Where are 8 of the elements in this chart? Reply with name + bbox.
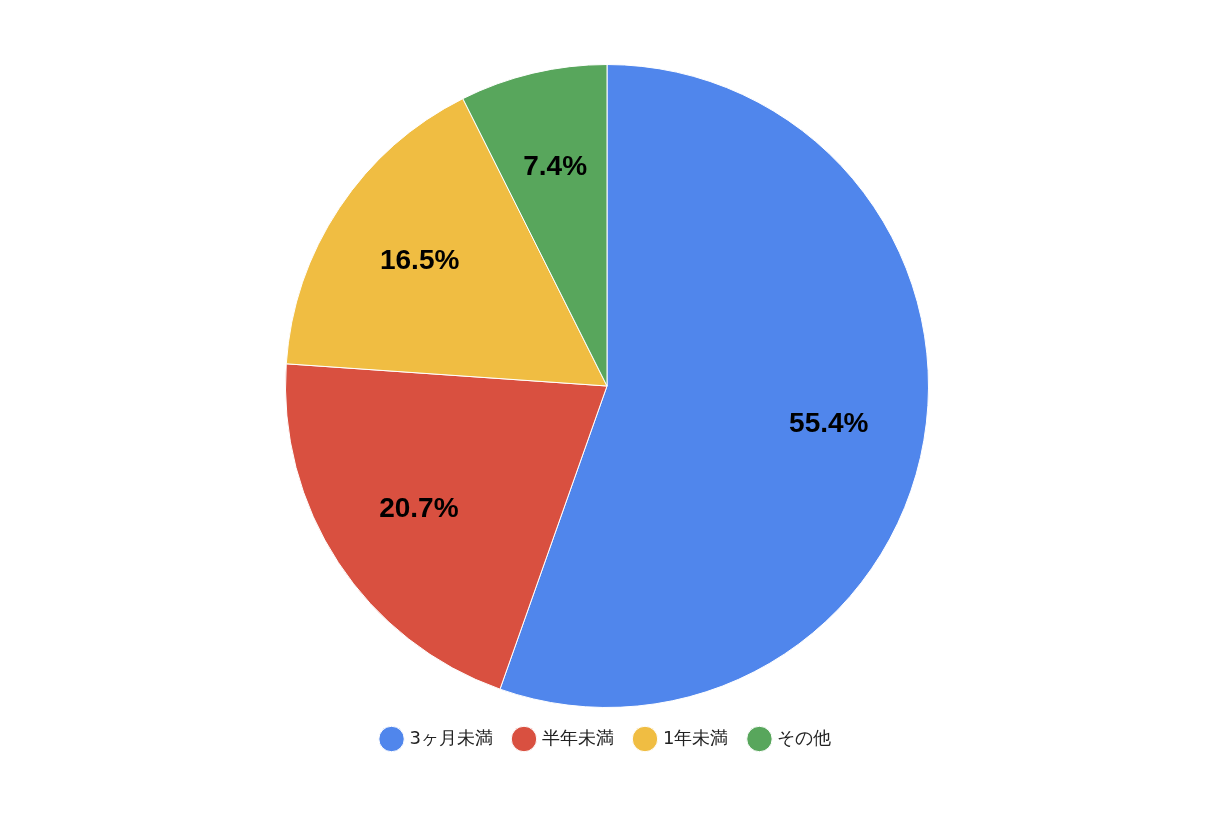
data-label: 20.7% [379, 492, 459, 524]
legend-label: その他 [777, 726, 832, 748]
data-label: 7.4% [523, 149, 588, 181]
legend-label: 1年未満 [663, 726, 729, 748]
data-label: 16.5% [379, 243, 460, 275]
legend-label: 3ヶ月未満 [409, 726, 493, 748]
data-label: 55.4% [789, 406, 869, 438]
legend-label: 半年未満 [542, 726, 614, 748]
